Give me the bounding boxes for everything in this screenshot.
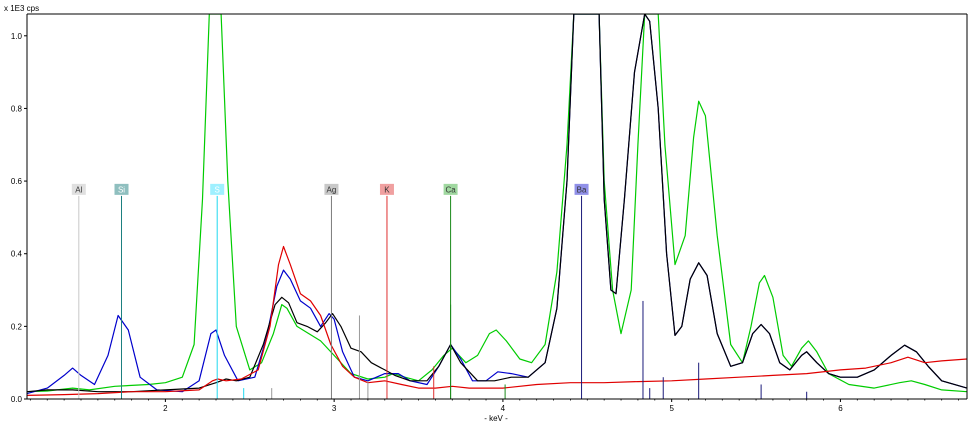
element-label-ca: Ca [445,185,456,194]
element-label-si: Si [118,185,125,194]
x-axis-label: - keV - [484,414,508,423]
x-tick-label: 5 [669,404,674,413]
element-label-box-k [379,183,394,195]
series-line-black [27,14,967,393]
y-tick-label: 0.0 [11,395,23,404]
element-label-k: K [384,185,390,194]
y-tick-label: 0.2 [11,322,23,331]
element-label-box-ag [324,183,339,195]
element-label-box-ba [574,183,589,195]
y-axis-label: x 1E3 cps [4,4,39,13]
x-tick-label: 3 [332,404,337,413]
element-label-ba: Ba [577,185,587,194]
element-label-box-al [71,183,86,195]
series-layer [27,14,967,396]
axis-layer: 0.0 0.2 0.4 0.6 0.8 1.0 2 3 4 5 6 [11,13,968,413]
element-label-al: Al [75,185,82,194]
element-label-ag: Ag [327,185,337,194]
marker-layer [78,195,808,399]
element-label-s: S [215,185,220,194]
x-tick-label: 4 [501,404,506,413]
element-label-box-si [114,183,129,195]
element-label-box-s [210,183,225,195]
y-tick-label: 0.6 [11,177,23,186]
x-tick-label: 6 [838,404,843,413]
y-tick-label: 0.4 [11,250,23,259]
y-tick-label: 0.8 [11,104,23,113]
x-tick-label: 2 [163,404,168,413]
y-tick-label: 1.0 [11,32,23,41]
element-label-box-ca [443,183,458,195]
series-line-green [27,14,967,393]
element-label-layer: Al Si S Ag K Ca Ba [71,183,589,195]
series-line-red [27,245,967,396]
